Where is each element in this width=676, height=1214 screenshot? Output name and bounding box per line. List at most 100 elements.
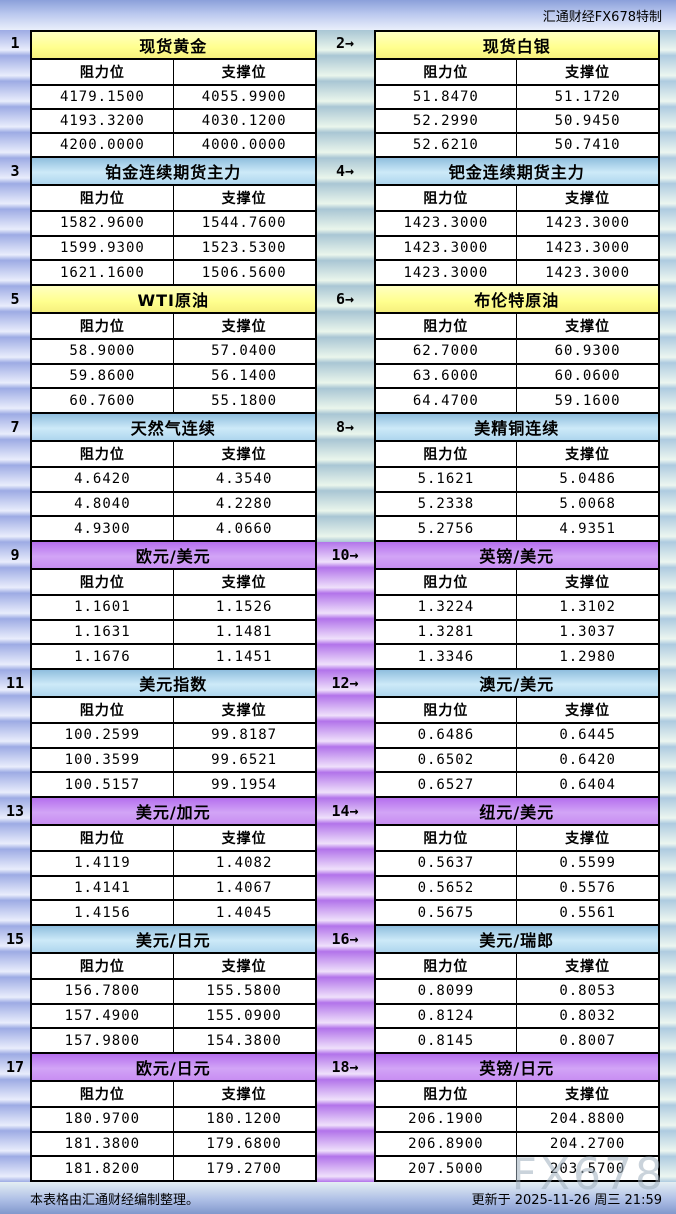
resistance-value: 1.4156: [32, 901, 174, 925]
table-row: 0.5652 0.5576: [375, 876, 658, 902]
panel-number-gutter: 3: [0, 158, 30, 286]
table-row: 58.9000 57.0400: [32, 340, 315, 365]
instrument-title: WTI原油: [32, 286, 315, 314]
table-header-row: 阻力位 支撑位: [375, 186, 658, 212]
resistance-value: 0.6486: [376, 724, 518, 747]
panel-number-label: 6→: [335, 290, 355, 308]
resistance-value: 4.9300: [32, 517, 174, 541]
table-row: 0.6486 0.6445: [375, 724, 658, 749]
table-header-row: 阻力位 支撑位: [32, 314, 315, 340]
support-value: 1.3037: [559, 624, 616, 640]
resistance-value: 180.9700: [32, 1108, 174, 1131]
resistance-value: 5.2756: [376, 517, 518, 541]
table-row: 5.2756 4.9351: [376, 517, 659, 541]
support-value: 180.1200: [206, 1111, 282, 1128]
resistance-header: 阻力位: [32, 570, 174, 594]
table-row: 1423.3000 1423.3000: [375, 236, 658, 262]
table-row: 0.8145 0.8007: [376, 1029, 659, 1053]
resistance-value: 206.8900: [376, 1132, 518, 1156]
table-row: 52.6210 50.7410: [376, 134, 659, 156]
support-value: 1506.5600: [201, 264, 287, 281]
instrument-title: 美元/瑞郎: [375, 926, 658, 954]
resistance-value: 4.8040: [32, 492, 174, 516]
instrument-title: 布伦特原油: [375, 286, 658, 314]
resistance-value: 5.2338: [376, 492, 518, 516]
instrument-panel: 天然气连续 阻力位 支撑位 4.6420 4.3540 4.8040 4.228…: [30, 414, 317, 542]
resistance-header: 阻力位: [32, 698, 174, 722]
instrument-title: 现货白银: [375, 32, 658, 60]
right-margin: [660, 158, 676, 286]
table-header-row: 阻力位 支撑位: [375, 954, 658, 980]
table-row: 64.4700 59.1600: [376, 389, 659, 413]
panel-number-gutter: 18→: [316, 1054, 374, 1182]
support-value: 99.8187: [211, 727, 278, 744]
table-row: 5.1621 5.0486: [375, 468, 658, 493]
support-value: 204.2700: [549, 1136, 626, 1152]
panel-number-label: 14→: [331, 802, 359, 820]
table-row: 4193.3200 4030.1200: [32, 110, 315, 134]
resistance-value: 100.2599: [32, 724, 174, 747]
panel-number-gutter: 5: [0, 286, 30, 414]
instrument-title: 美元/加元: [32, 798, 315, 826]
support-value: 179.6800: [206, 1136, 282, 1152]
resistance-header: 阻力位: [32, 954, 174, 978]
panel-row: 15 美元/日元 阻力位 支撑位 156.7800 155.5800 157.4…: [0, 926, 676, 1054]
support-value: 1423.3000: [545, 215, 631, 232]
table-row: 1.4141 1.4067: [32, 876, 315, 902]
support-value: 1.3102: [559, 599, 616, 616]
support-value: 57.0400: [211, 343, 278, 360]
instrument-panel: WTI原油 阻力位 支撑位 58.9000 57.0400 59.8600 56…: [30, 286, 317, 414]
resistance-value: 0.6527: [376, 773, 518, 797]
instrument-title: 天然气连续: [32, 414, 315, 442]
support-value: 0.6420: [559, 752, 616, 768]
resistance-value: 51.8470: [376, 86, 518, 108]
resistance-header: 阻力位: [376, 314, 518, 338]
support-value: 55.1800: [211, 392, 278, 409]
resistance-value: 0.5675: [376, 901, 518, 925]
resistance-header: 阻力位: [32, 186, 174, 210]
support-header: 支撑位: [221, 575, 267, 591]
panel-number-gutter: 13: [0, 798, 30, 926]
support-value: 0.5599: [559, 855, 616, 872]
instrument-panel: 美元/日元 阻力位 支撑位 156.7800 155.5800 157.4900…: [30, 926, 317, 1054]
panel-number-gutter: 17: [0, 1054, 30, 1182]
table-header-row: 阻力位 支撑位: [32, 1082, 315, 1108]
resistance-value: 58.9000: [32, 340, 174, 363]
table-row: 60.7600 55.1800: [32, 389, 315, 413]
support-value: 204.8800: [549, 1111, 626, 1128]
support-value: 1544.7600: [201, 215, 287, 232]
resistance-value: 4179.1500: [32, 86, 174, 108]
resistance-value: 63.6000: [376, 364, 518, 388]
support-value: 1523.5300: [201, 240, 287, 256]
panel-number-gutter: 16→: [316, 926, 374, 1054]
table-row: 100.2599 99.8187: [32, 724, 315, 749]
table-row: 206.8900 204.2700: [375, 1132, 658, 1158]
instrument-title: 英镑/日元: [375, 1054, 658, 1082]
resistance-value: 1621.1600: [32, 261, 174, 285]
support-value: 51.1720: [554, 89, 621, 105]
table-row: 1.4156 1.4045: [32, 901, 315, 925]
table-row: 1.3224 1.3102: [375, 596, 658, 621]
panel-number-gutter: 15: [0, 926, 30, 1054]
table-row: 1.3346 1.2980: [376, 645, 659, 669]
instrument-panel: 美元指数 阻力位 支撑位 100.2599 99.8187 100.3599 9…: [30, 670, 317, 798]
support-value: 1.2980: [559, 648, 616, 665]
support-header: 支撑位: [221, 65, 267, 81]
table-row: 1.4119 1.4082: [32, 852, 315, 877]
table-row: 206.1900 204.8800: [375, 1108, 658, 1133]
instrument-title: 现货黄金: [32, 32, 315, 60]
panel-number-gutter: 11: [0, 670, 30, 798]
table-row: 4.8040 4.2280: [32, 492, 315, 518]
right-margin: [660, 542, 676, 670]
support-value: 0.8053: [559, 983, 616, 1000]
support-header: 支撑位: [221, 831, 267, 847]
support-header: 支撑位: [565, 575, 611, 591]
panel-number-label: 16→: [331, 930, 359, 948]
support-value: 5.0068: [559, 496, 616, 512]
support-value: 4000.0000: [201, 137, 287, 153]
support-value: 0.8032: [559, 1008, 616, 1024]
support-header: 支撑位: [565, 703, 611, 719]
table-row: 59.8600 56.1400: [32, 364, 315, 390]
panel-row: 1 现货黄金 阻力位 支撑位 4179.1500 4055.9900 4193.…: [0, 30, 676, 158]
table-row: 1.3281 1.3037: [375, 620, 658, 646]
